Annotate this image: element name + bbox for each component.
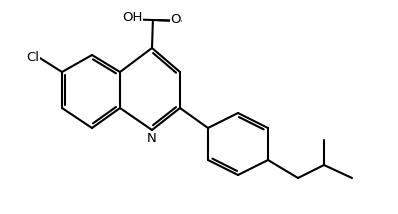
Text: N: N xyxy=(147,131,157,144)
Text: Cl: Cl xyxy=(26,51,39,64)
Text: OH: OH xyxy=(122,11,142,24)
Text: O: O xyxy=(170,13,181,26)
